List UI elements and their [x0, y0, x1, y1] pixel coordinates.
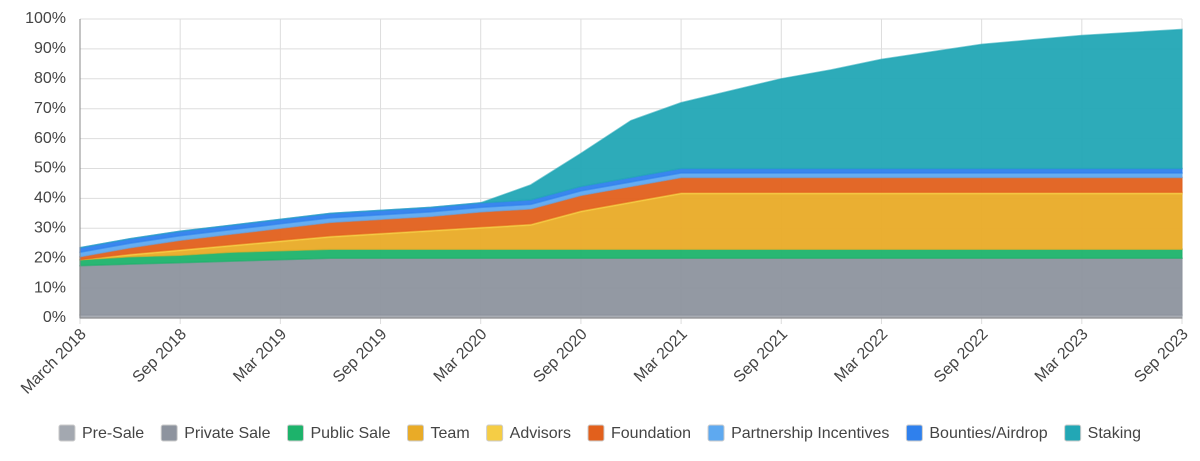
x-tick-label: Sep 2019	[330, 326, 391, 387]
x-tick-label: Sep 2018	[130, 326, 191, 387]
x-tick-label: March 2018	[18, 326, 90, 398]
x-tick-label: Sep 2021	[731, 326, 792, 387]
legend-item: Private Sale	[160, 424, 271, 442]
legend-swatch	[587, 424, 605, 442]
legend-item: Foundation	[587, 424, 691, 442]
y-tick-label: 60%	[34, 130, 66, 147]
y-tick-label: 70%	[34, 100, 66, 117]
x-tick-label: Sep 2022	[931, 326, 992, 387]
legend-item: Team	[407, 424, 470, 442]
legend-label: Public Sale	[310, 425, 390, 442]
legend-item: Pre-Sale	[58, 424, 144, 442]
legend-swatch	[407, 424, 425, 442]
y-tick-label: 10%	[34, 279, 66, 296]
legend-swatch	[1064, 424, 1082, 442]
legend-swatch	[707, 424, 725, 442]
legend-label: Team	[431, 425, 470, 442]
legend: Pre-Sale Private Sale Public Sale Team Advis…	[58, 424, 1141, 442]
legend-item: Bounties/Airdrop	[905, 424, 1048, 442]
x-tick-label: Mar 2023	[1032, 326, 1092, 386]
y-tick-label: 20%	[34, 249, 66, 266]
x-tick-label: Mar 2019	[230, 326, 290, 386]
y-tick-label: 80%	[34, 70, 66, 87]
legend-label: Staking	[1088, 425, 1141, 442]
x-tick-label: Sep 2023	[1131, 326, 1192, 387]
y-tick-label: 0%	[43, 309, 66, 326]
legend-label: Advisors	[510, 425, 571, 442]
area	[79, 257, 1183, 316]
legend-item: Partnership Incentives	[707, 424, 889, 442]
legend-swatch	[160, 424, 178, 442]
y-tick-label: 90%	[34, 40, 66, 57]
x-tick-label: Mar 2021	[631, 326, 691, 386]
legend-swatch	[486, 424, 504, 442]
y-tick-label: 50%	[34, 160, 66, 177]
x-tick-label: Mar 2022	[831, 326, 891, 386]
y-tick-label: 40%	[34, 190, 66, 207]
legend-label: Foundation	[611, 425, 691, 442]
y-tick-label: 100%	[25, 10, 66, 27]
x-tick-label: Mar 2020	[431, 326, 491, 386]
legend-label: Private Sale	[184, 425, 270, 442]
y-tick-label: 30%	[34, 220, 66, 237]
area	[79, 28, 1183, 249]
legend-swatch	[58, 424, 76, 442]
legend-swatch	[905, 424, 923, 442]
x-tick-label: Sep 2020	[530, 326, 591, 387]
legend-label: Bounties/Airdrop	[929, 425, 1047, 442]
legend-label: Pre-Sale	[82, 425, 144, 442]
legend-label: Partnership Incentives	[731, 425, 889, 442]
legend-item: Staking	[1064, 424, 1141, 442]
legend-item: Public Sale	[286, 424, 391, 442]
legend-swatch	[286, 424, 304, 442]
legend-item: Advisors	[486, 424, 571, 442]
